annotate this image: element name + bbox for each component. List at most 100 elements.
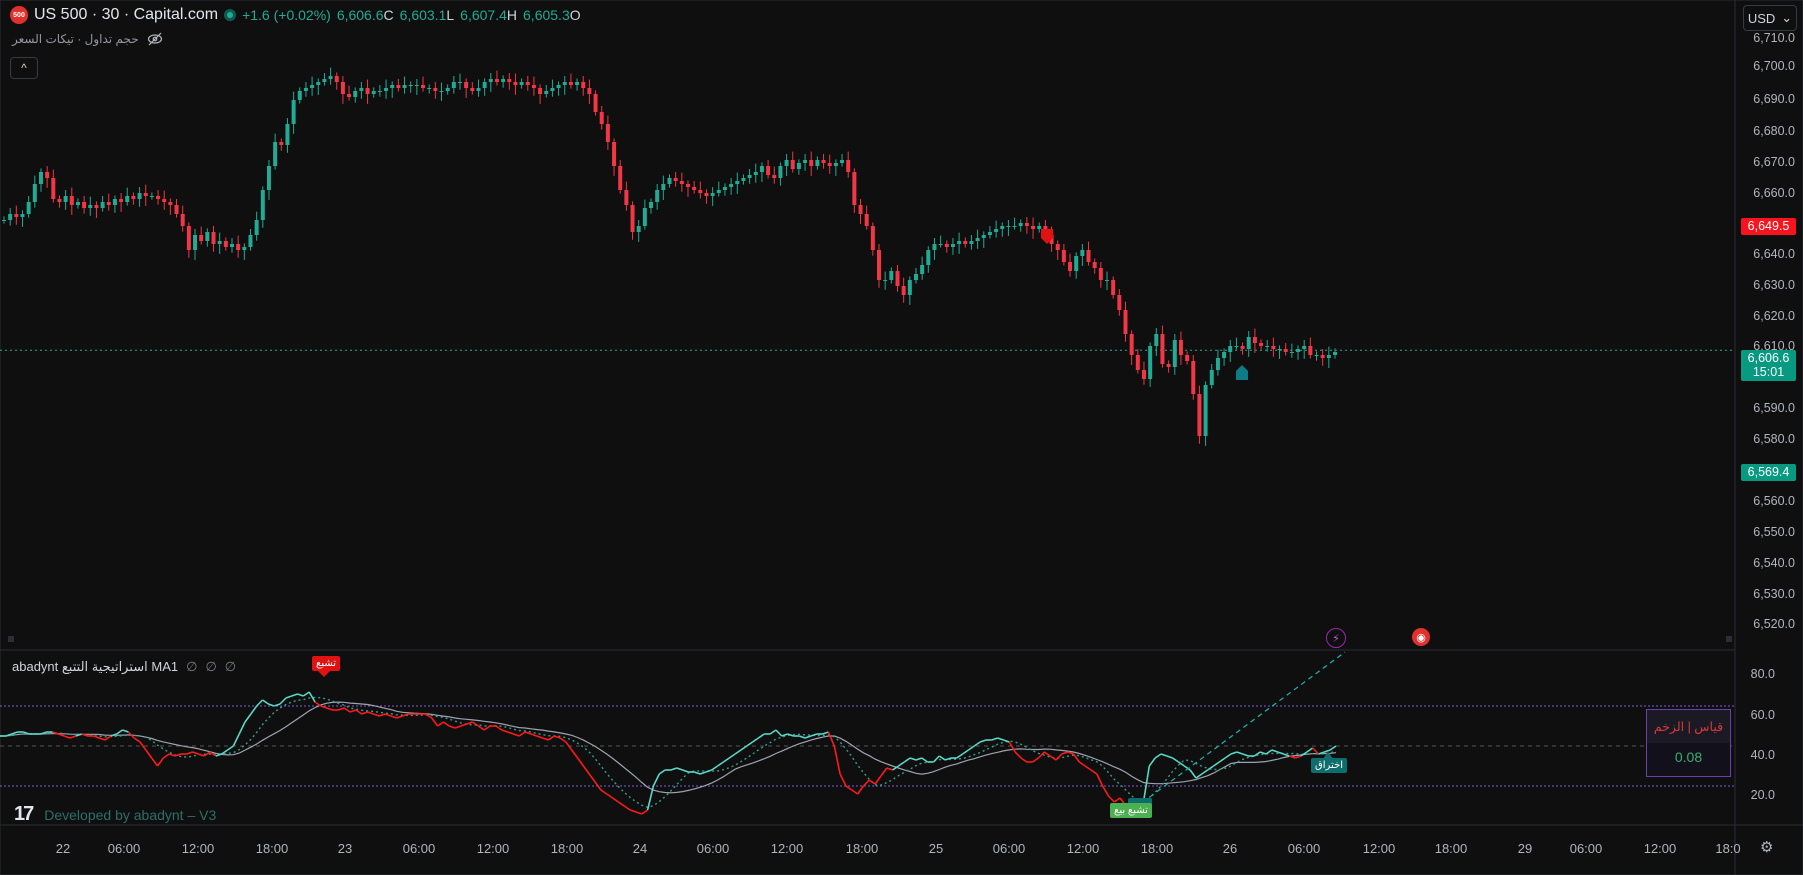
candle-body — [457, 82, 462, 83]
rsi-segment — [646, 785, 655, 811]
candle-body — [673, 178, 678, 181]
rsi-segment — [425, 713, 433, 719]
rsi-segment — [932, 755, 940, 763]
candle-body — [353, 91, 358, 97]
candle-body — [427, 88, 432, 89]
rsi-segment — [1183, 765, 1191, 771]
candle-body — [870, 226, 875, 250]
rsi-segment — [302, 691, 310, 697]
overbought-arrow-icon — [318, 671, 330, 677]
chevron-up-icon: ^ — [21, 61, 27, 75]
candle-body — [266, 166, 271, 190]
rsi-segment — [1160, 753, 1168, 757]
rsi-segment — [617, 801, 625, 807]
rsi-segment — [291, 693, 298, 697]
rsi-segment — [1172, 757, 1179, 763]
rsi-segment — [921, 757, 929, 763]
rsi-segment — [1324, 749, 1331, 753]
rsi-segment — [75, 733, 82, 737]
rsi-segment — [209, 751, 217, 757]
settings-gear-icon[interactable]: ⚙ — [1760, 839, 1774, 856]
rsi-segment — [658, 769, 666, 775]
candle-body — [254, 220, 259, 235]
rsi-segment — [1113, 797, 1121, 803]
indicator-axis-label: 80.0 — [1750, 667, 1775, 681]
candle-body — [772, 175, 777, 178]
rsi-segment — [23, 731, 30, 735]
price-axis-label: 6,620.0 — [1753, 309, 1795, 323]
rsi-segment — [594, 781, 602, 791]
candle-body — [1259, 343, 1264, 346]
us-flag-event-icon[interactable]: ◉ — [1412, 628, 1430, 646]
rsi-segment — [1259, 751, 1267, 755]
symbol-title[interactable]: US 500 · 30 · Capital.com — [34, 6, 219, 23]
rsi-segment — [612, 797, 619, 803]
rsi-segment — [1265, 749, 1273, 755]
candle-body — [1049, 235, 1054, 244]
symbol-logo[interactable]: 500 — [10, 6, 28, 24]
collapse-legend-button[interactable]: ^ — [10, 57, 38, 79]
candle-body — [88, 205, 93, 208]
lightning-event-icon[interactable]: ⚡ — [1326, 628, 1346, 648]
rsi-segment — [232, 733, 240, 747]
rsi-segment — [186, 751, 193, 755]
candle-body — [778, 166, 783, 178]
rsi-segment — [338, 707, 345, 711]
rsi-segment — [740, 745, 748, 751]
candle-body — [612, 142, 617, 166]
candle-body — [568, 82, 573, 85]
rsi-segment — [559, 737, 567, 743]
price-axis-label: 6,520.0 — [1753, 617, 1795, 631]
candle-body — [421, 85, 426, 88]
candle-body — [451, 82, 456, 88]
rsi-segment — [1072, 753, 1080, 763]
rsi-segment — [1312, 747, 1320, 755]
candle-body — [1215, 358, 1220, 370]
rsi-segment — [1318, 751, 1325, 755]
candle-body — [51, 178, 56, 199]
candle-body — [1252, 337, 1257, 343]
candle-body — [38, 172, 43, 184]
candle-body — [729, 184, 734, 187]
rsi-segment — [1224, 753, 1232, 759]
price-axis-label: 6,670.0 — [1753, 155, 1795, 169]
candle-body — [944, 244, 949, 247]
rsi-segment — [542, 737, 549, 741]
price-axis-label: 6,610.0 — [1753, 339, 1795, 353]
candle-body — [334, 76, 339, 82]
rsi-segment — [361, 711, 368, 715]
candle-body — [1185, 355, 1190, 361]
currency-select[interactable]: USD ⌄ — [1743, 5, 1797, 31]
candle-body — [649, 202, 654, 208]
rsi-segment — [962, 749, 969, 755]
time-axis-label: 06:00 — [1287, 841, 1321, 856]
candle-body — [803, 160, 808, 163]
rsi-segment — [670, 767, 678, 771]
indicator-axis-label: 60.0 — [1750, 708, 1775, 722]
indicator-legend[interactable]: abadynt استراتيجية التتبع MA1 ∅ ∅ ∅ — [12, 659, 236, 675]
rsi-segment — [1277, 751, 1284, 755]
eye-hidden-icon[interactable] — [147, 32, 163, 46]
time-axis-label: 12:00 — [181, 841, 215, 856]
candle-body — [938, 244, 943, 245]
rsi-segment — [944, 757, 952, 761]
signal-line — [0, 696, 1337, 809]
candle-body — [1277, 349, 1282, 350]
ohlc-high: 6,607.4H — [460, 7, 518, 23]
candle-body — [1123, 310, 1128, 334]
candle-body — [285, 124, 290, 145]
candle-body — [94, 205, 99, 208]
price-axis-label: 6,530.0 — [1753, 587, 1795, 601]
tradingview-logo[interactable]: 17 — [14, 803, 34, 825]
candle-body — [75, 202, 80, 205]
null-value: ∅ — [205, 659, 217, 674]
candle-body — [1061, 250, 1066, 262]
current-price-tag: 6,606.6 15:01 — [1741, 350, 1796, 381]
rsi-segment — [215, 753, 222, 757]
price-axis-label: 6,560.0 — [1753, 494, 1795, 508]
candle-body — [1129, 334, 1134, 355]
rsi-segment — [174, 753, 182, 757]
rsi-segment — [734, 749, 742, 755]
rsi-segment — [98, 737, 106, 741]
